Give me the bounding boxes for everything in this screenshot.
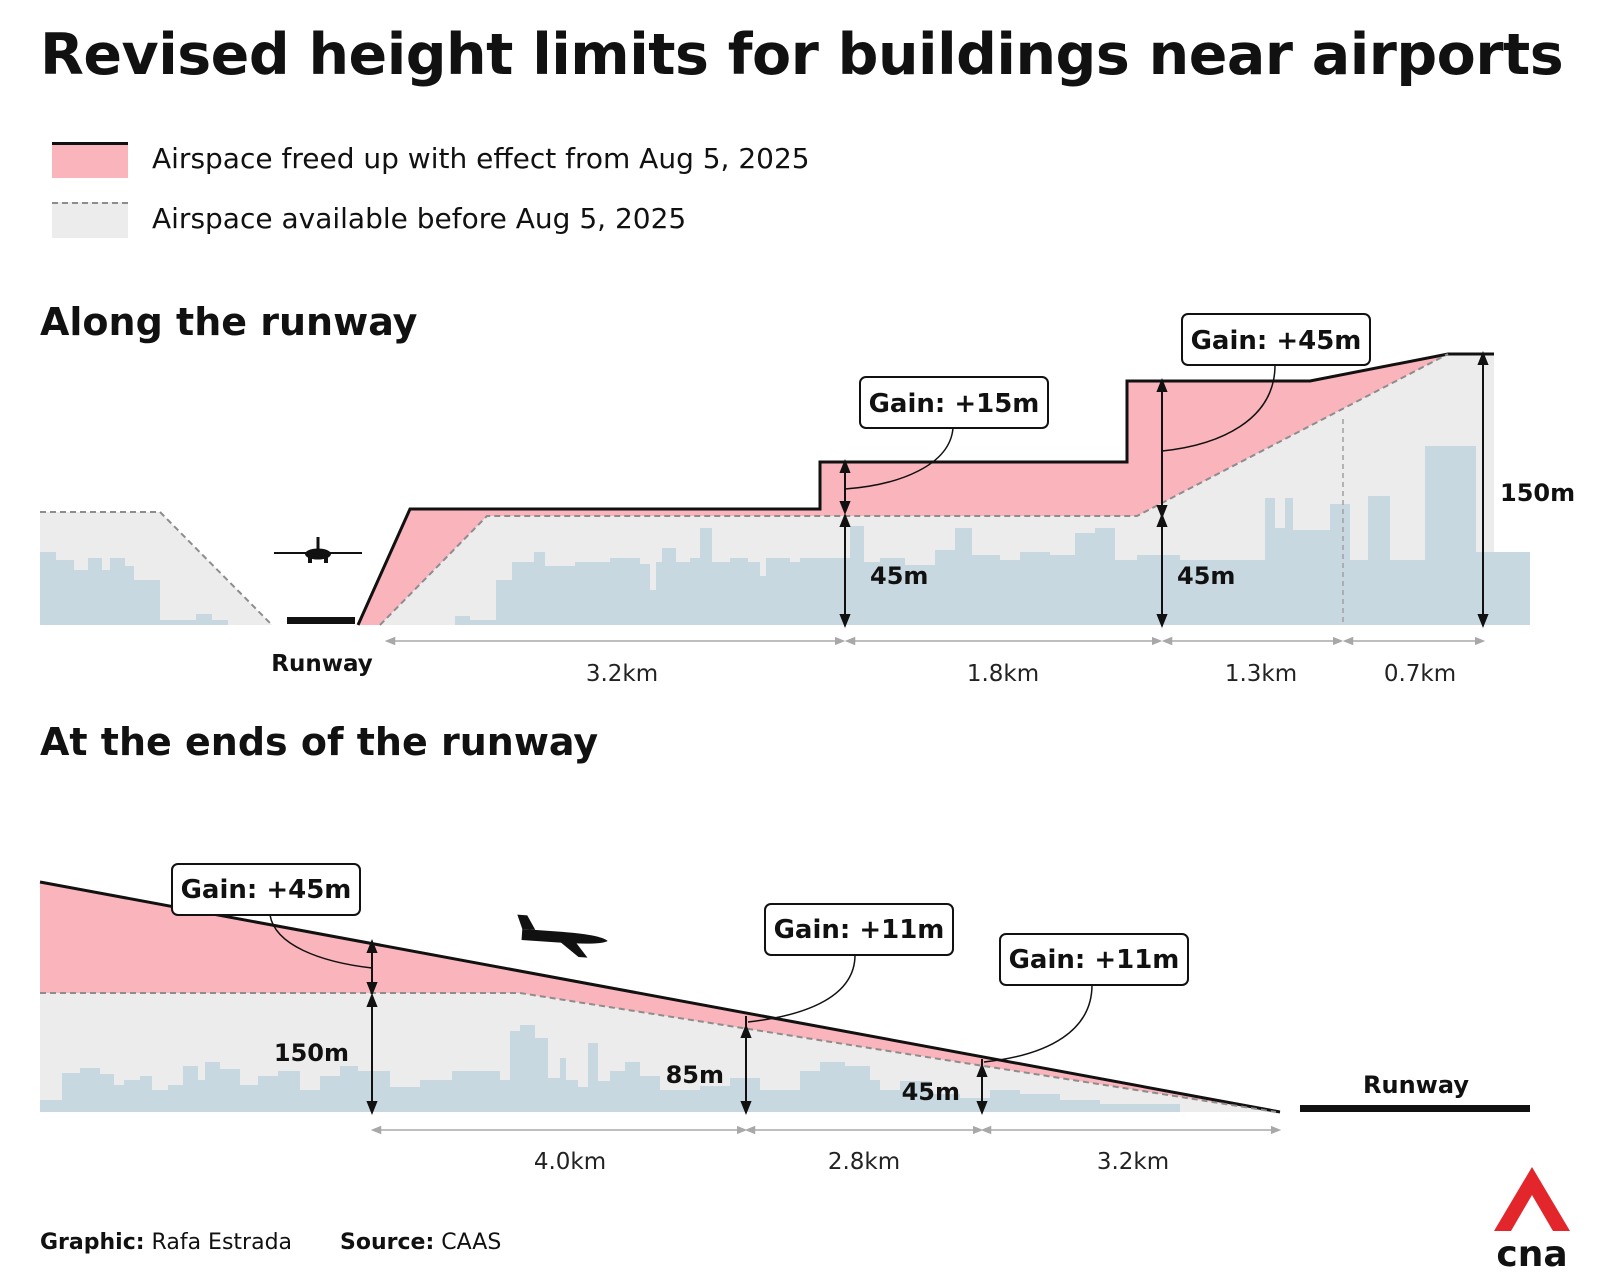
ends-plane-icon xyxy=(517,914,608,958)
along-runway xyxy=(287,617,355,624)
ends-buildings xyxy=(40,1025,1180,1112)
along-gain1-box xyxy=(859,376,1049,429)
along-gain2-leader xyxy=(1161,364,1276,452)
legend-before-label: Airspace available before Aug 5, 2025 xyxy=(152,202,687,235)
legend-freed-swatch xyxy=(52,142,128,178)
along-h2-label: 45m xyxy=(1177,562,1235,590)
ends-d2-label: 2.8km xyxy=(828,1149,900,1175)
along-gain2-label: Gain: +45m xyxy=(1191,326,1362,356)
along-new-limit-line xyxy=(356,352,1494,626)
section-along-runway-heading: Along the runway xyxy=(40,300,418,344)
along-h1-label: 45m xyxy=(870,562,928,590)
legend-before-swatch xyxy=(52,202,128,238)
along-runway-label: Runway xyxy=(271,651,373,677)
ends-gain1-label: Gain: +45m xyxy=(181,875,352,905)
page-title: Revised height limits for buildings near… xyxy=(40,22,1564,88)
footer-source-value: CAAS xyxy=(441,1230,502,1255)
ends-new-limit-line xyxy=(39,880,1281,1114)
along-d2-label: 1.8km xyxy=(967,661,1039,687)
ends-runway-label: Runway xyxy=(1363,1071,1469,1099)
along-airspace-freed xyxy=(358,354,1448,625)
along-d4-label: 0.7km xyxy=(1384,661,1456,687)
along-gain1-leader xyxy=(844,427,954,490)
along-plane-icon xyxy=(274,537,362,563)
runway-ends-diagram: Runway 150m 85m 45m Gain: +45m Gain: +11… xyxy=(39,863,1530,1175)
footer-graphic-value: Rafa Estrada xyxy=(151,1230,293,1255)
ends-gain3-label: Gain: +11m xyxy=(1009,945,1180,975)
along-d1-label: 3.2km xyxy=(586,661,658,687)
ends-gain2-box xyxy=(764,903,954,956)
along-airspace-before-right xyxy=(380,354,1494,625)
footer-graphic-label: Graphic: xyxy=(40,1230,145,1255)
ends-gain1-leader xyxy=(269,914,373,969)
ends-old-limit-line xyxy=(40,992,1277,1113)
along-runway-diagram: Runway 45m 45m 150m Gain: +15m Gain: +45… xyxy=(40,313,1575,687)
ends-d1-label: 4.0km xyxy=(534,1149,606,1175)
footer-credits: Graphic: Rafa Estrada Source: CAAS xyxy=(40,1230,501,1255)
ends-h1-label: 150m xyxy=(274,1039,349,1067)
ends-gain2-label: Gain: +11m xyxy=(774,915,945,945)
ends-gain3-box xyxy=(999,933,1189,986)
ends-h2-label: 85m xyxy=(666,1061,724,1089)
along-d3-label: 1.3km xyxy=(1225,661,1297,687)
ends-runway xyxy=(1300,1105,1530,1112)
cna-logo-icon: cna xyxy=(1494,1167,1570,1270)
section-runway-ends-heading: At the ends of the runway xyxy=(40,720,599,764)
legend-freed-label: Airspace freed up with effect from Aug 5… xyxy=(152,142,810,175)
along-h3-label: 150m xyxy=(1500,479,1575,507)
ends-gain1-box xyxy=(171,863,361,916)
along-old-limit-line xyxy=(40,511,273,626)
along-gain1-label: Gain: +15m xyxy=(869,389,1040,419)
ends-gain2-leader xyxy=(747,954,856,1023)
ends-h3-label: 45m xyxy=(902,1078,960,1106)
footer-source-label: Source: xyxy=(340,1230,435,1255)
ends-d3-label: 3.2km xyxy=(1097,1149,1169,1175)
along-gain2-box xyxy=(1181,313,1371,366)
cna-logo-text: cna xyxy=(1496,1234,1567,1270)
ends-gain3-leader xyxy=(983,984,1093,1063)
